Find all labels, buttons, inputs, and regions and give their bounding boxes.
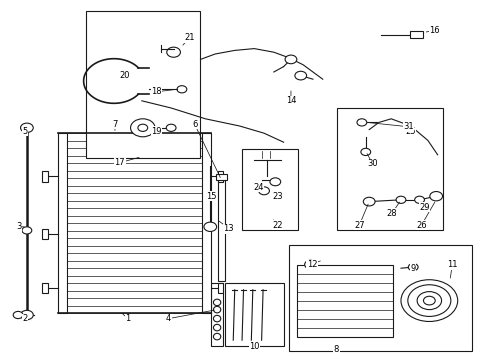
- Text: 27: 27: [353, 220, 364, 230]
- Text: 6: 6: [192, 120, 197, 129]
- Text: 29: 29: [418, 202, 429, 211]
- Bar: [42, 229, 48, 239]
- Text: 5: 5: [23, 127, 28, 136]
- Circle shape: [138, 124, 147, 131]
- Text: 12: 12: [306, 260, 317, 269]
- Bar: [85, 11, 200, 158]
- Circle shape: [177, 86, 186, 93]
- Text: 7: 7: [112, 120, 117, 129]
- Text: 11: 11: [446, 260, 457, 269]
- Circle shape: [429, 192, 442, 201]
- Bar: [217, 283, 223, 293]
- Circle shape: [400, 280, 457, 321]
- Circle shape: [20, 123, 33, 132]
- Text: 30: 30: [366, 159, 377, 168]
- Circle shape: [203, 222, 216, 231]
- Circle shape: [20, 310, 33, 320]
- Bar: [216, 174, 226, 180]
- Circle shape: [269, 178, 280, 186]
- Text: 19: 19: [151, 127, 162, 136]
- Text: 18: 18: [151, 87, 162, 96]
- Bar: [242, 149, 298, 230]
- Text: 4: 4: [166, 314, 171, 323]
- Bar: [42, 283, 48, 293]
- Text: 15: 15: [205, 192, 216, 201]
- Text: 22: 22: [272, 220, 283, 230]
- Circle shape: [166, 47, 180, 57]
- Circle shape: [22, 227, 32, 234]
- Text: 26: 26: [415, 220, 426, 230]
- Bar: [288, 245, 471, 351]
- Bar: [217, 171, 223, 182]
- Bar: [211, 283, 223, 346]
- Text: 13: 13: [223, 224, 234, 233]
- Ellipse shape: [213, 299, 221, 306]
- Circle shape: [304, 260, 316, 269]
- Text: 2: 2: [23, 314, 28, 323]
- Bar: [224, 283, 283, 346]
- Text: 28: 28: [386, 209, 397, 217]
- Circle shape: [423, 296, 434, 305]
- Text: 21: 21: [184, 33, 195, 42]
- Text: 24: 24: [252, 183, 263, 192]
- Text: 31: 31: [402, 122, 413, 131]
- Circle shape: [363, 197, 374, 206]
- Text: 17: 17: [114, 158, 125, 167]
- Text: 9: 9: [410, 264, 415, 273]
- Text: 23: 23: [272, 192, 283, 201]
- Text: 3: 3: [16, 222, 21, 231]
- Circle shape: [407, 264, 417, 271]
- Ellipse shape: [213, 333, 221, 340]
- Circle shape: [395, 196, 405, 203]
- Bar: [409, 31, 423, 38]
- Bar: [202, 133, 210, 313]
- Text: 25: 25: [405, 127, 415, 136]
- Bar: [58, 133, 66, 313]
- Ellipse shape: [213, 324, 221, 331]
- Circle shape: [13, 311, 23, 319]
- Circle shape: [294, 71, 306, 80]
- Text: 20: 20: [119, 71, 130, 80]
- Circle shape: [130, 119, 155, 137]
- Circle shape: [356, 119, 366, 126]
- Ellipse shape: [213, 306, 221, 313]
- Text: 14: 14: [285, 96, 296, 105]
- Ellipse shape: [213, 315, 221, 322]
- Circle shape: [258, 187, 269, 195]
- Circle shape: [360, 148, 370, 156]
- Bar: [337, 108, 442, 230]
- Circle shape: [285, 55, 296, 64]
- Bar: [297, 265, 392, 337]
- Circle shape: [414, 196, 424, 203]
- Circle shape: [416, 292, 441, 310]
- Bar: [42, 171, 48, 182]
- Text: 1: 1: [125, 314, 130, 323]
- Text: 10: 10: [248, 342, 259, 351]
- Text: 16: 16: [428, 26, 439, 35]
- Text: 8: 8: [333, 346, 338, 354]
- Bar: [217, 180, 225, 281]
- Circle shape: [166, 124, 176, 131]
- Circle shape: [407, 285, 450, 316]
